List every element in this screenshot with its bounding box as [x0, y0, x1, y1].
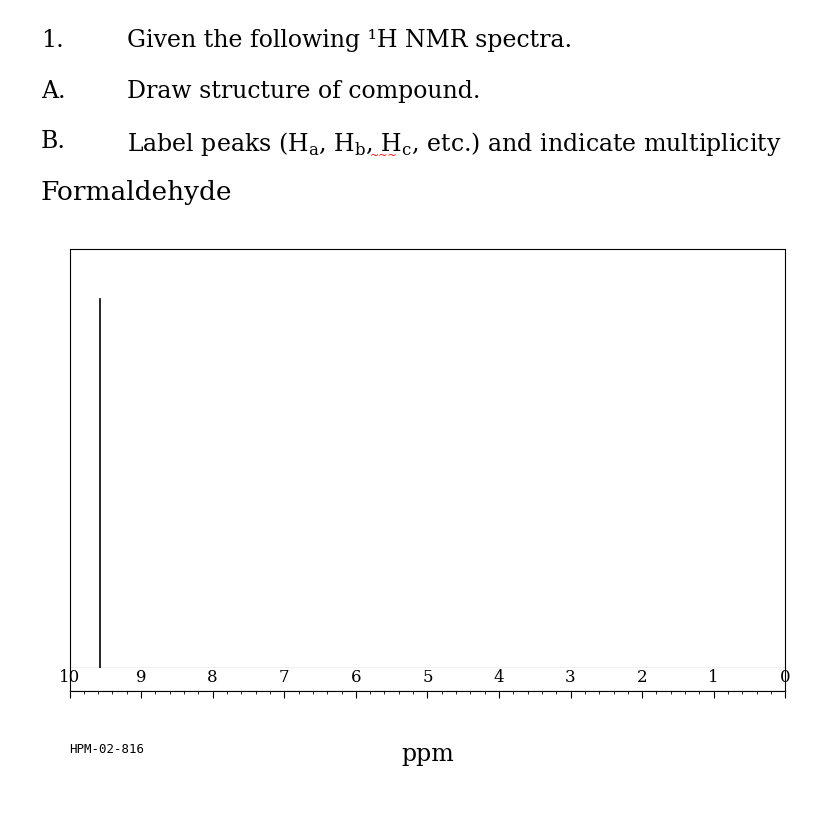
Text: Given the following ¹H NMR spectra.: Given the following ¹H NMR spectra.	[127, 29, 572, 52]
Text: Draw structure of compound.: Draw structure of compound.	[127, 80, 480, 102]
Text: Label peaks (H$_{\mathregular{a}}$, H$_{\mathregular{b}}$, H$_{\mathregular{c}}$: Label peaks (H$_{\mathregular{a}}$, H$_{…	[127, 130, 781, 158]
Text: Formaldehyde: Formaldehyde	[41, 180, 232, 205]
Text: 1.: 1.	[41, 29, 64, 52]
Text: A.: A.	[41, 80, 65, 102]
Text: ~~~: ~~~	[370, 151, 398, 161]
Text: ppm: ppm	[401, 743, 454, 766]
Text: B.: B.	[41, 130, 66, 153]
Text: HPM-02-816: HPM-02-816	[70, 743, 145, 757]
